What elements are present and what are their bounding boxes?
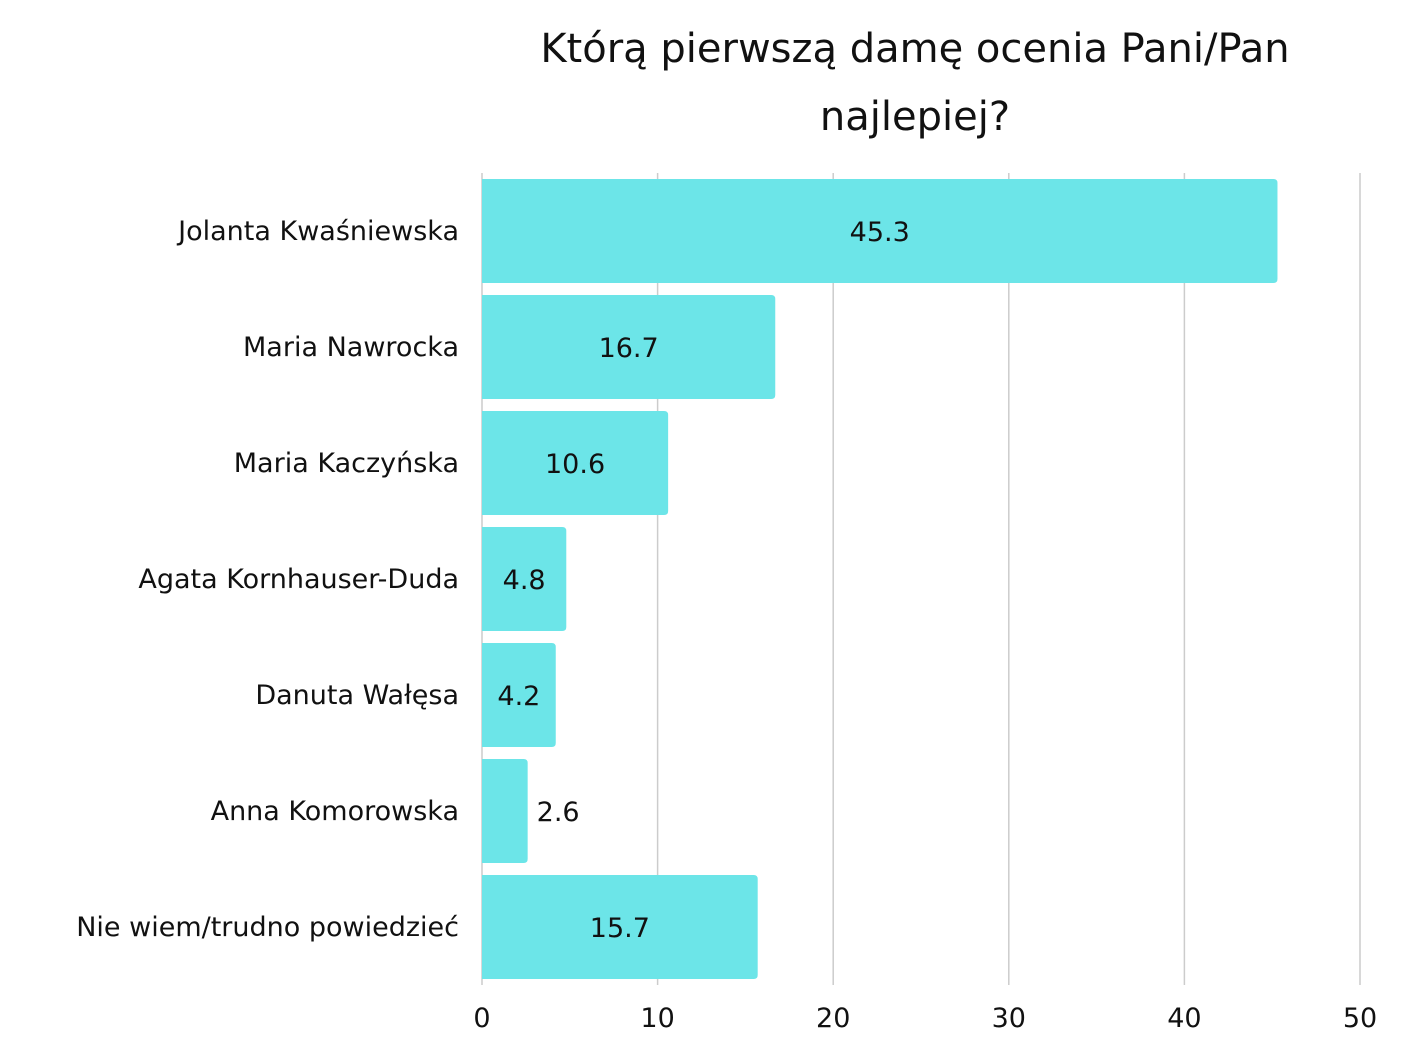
bar-4 (482, 643, 556, 747)
bar-1 (482, 295, 776, 399)
category-label-5: Anna Komorowska (211, 796, 459, 827)
category-labels: Jolanta Kwaśniewska Maria Nawrocka Maria K… (76, 216, 459, 943)
category-label-0: Jolanta Kwaśniewska (176, 216, 459, 247)
x-tick-label-40: 40 (1167, 1003, 1201, 1034)
value-label-1: 16.7 (599, 333, 659, 364)
chart-title-line-1: Którą pierwszą damę ocenia Pani/Pan (540, 26, 1289, 72)
bar-3 (482, 527, 567, 631)
chart-title: Którą pierwszą damę ocenia Pani/Pan najl… (540, 26, 1289, 140)
bars (482, 179, 1278, 979)
category-label-3: Agata Kornhauser-Duda (138, 564, 459, 595)
value-labels: 45.3 16.7 10.6 4.8 4.2 2.6 15.7 (497, 217, 909, 944)
x-tick-label-0: 0 (473, 1003, 490, 1034)
x-tick-label-30: 30 (992, 1003, 1026, 1034)
x-tick-label-10: 10 (640, 1003, 674, 1034)
chart-title-line-2: najlepiej? (820, 94, 1010, 140)
bar-2 (482, 411, 669, 515)
x-tick-label-50: 50 (1343, 1003, 1377, 1034)
x-tick-label-20: 20 (816, 1003, 850, 1034)
value-label-0: 45.3 (850, 217, 910, 248)
value-label-6: 15.7 (590, 913, 650, 944)
category-label-6: Nie wiem/trudno powiedzieć (76, 912, 459, 943)
x-axis-tick-labels: 0 10 20 30 40 50 (473, 1003, 1377, 1034)
category-label-1: Maria Nawrocka (243, 332, 459, 363)
value-label-3: 4.8 (503, 565, 546, 596)
value-label-2: 10.6 (545, 449, 605, 480)
gridlines (481, 173, 1361, 985)
value-label-4: 4.2 (497, 681, 540, 712)
category-label-4: Danuta Wałęsa (255, 680, 459, 711)
category-label-2: Maria Kaczyńska (234, 448, 459, 479)
bar-0 (482, 179, 1278, 283)
bar-5 (482, 759, 528, 863)
value-label-5: 2.6 (537, 797, 580, 828)
bar-6 (482, 875, 758, 979)
